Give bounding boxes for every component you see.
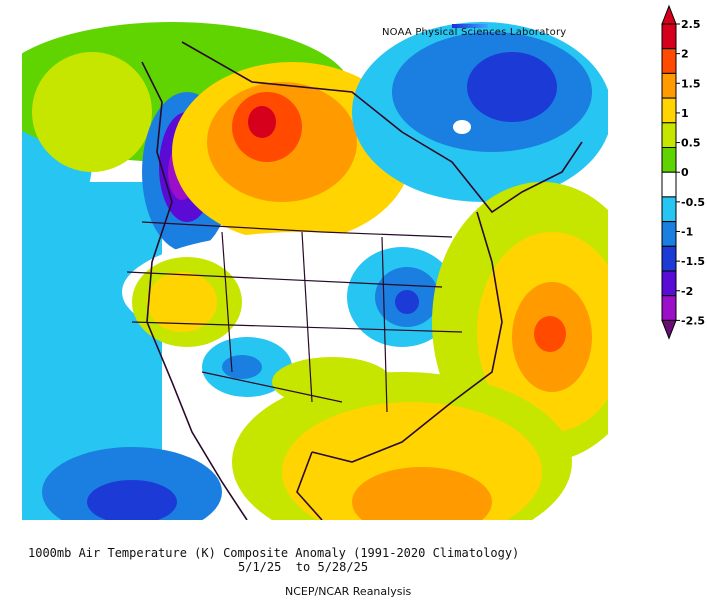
colorbar-label: 1 <box>681 107 689 120</box>
colorbar-swatch <box>661 270 677 297</box>
colorbar-label: -2 <box>681 285 693 298</box>
colorbar-swatch <box>661 122 677 149</box>
colorbar-swatch <box>661 295 677 321</box>
rockies-warm-core <box>147 272 217 332</box>
anomaly-map <box>22 22 608 520</box>
political-borders <box>126 221 463 413</box>
colorbar-label: -1 <box>681 225 693 238</box>
caption-dates: 5/1/25 to 5/28/25 <box>238 560 369 574</box>
colorbar-top-arrow <box>661 4 677 25</box>
colorbar-swatch <box>661 48 677 74</box>
gulf-warm-core <box>352 467 492 520</box>
colorbar: 2.5 2 1.5 1 0.5 0 -0.5 -1 -1.5 -2 -2.5 <box>661 4 705 340</box>
colorbar-swatch <box>661 221 677 247</box>
coastlines <box>141 41 583 520</box>
alaska-warm-region <box>32 52 152 172</box>
pacific-south-strong-cool <box>87 480 177 520</box>
ne-canada-white-spot <box>453 120 471 134</box>
map-credit: NOAA Physical Sciences Laboratory <box>382 27 567 38</box>
colorbar-label: 1.5 <box>681 77 701 90</box>
colorbar-label: 2 <box>681 48 689 61</box>
noaa-logo-bar <box>452 24 488 28</box>
atlantic-hot-core <box>534 316 566 352</box>
colorbar-swatch <box>661 72 677 99</box>
colorbar-label: -2.5 <box>681 314 705 327</box>
colorbar-swatch <box>661 23 677 50</box>
colorbar-label: -1.5 <box>681 255 705 268</box>
colorbar-label: 0.5 <box>681 137 701 150</box>
ne-canada-cold-core <box>467 52 557 122</box>
colorbar-label: 2.5 <box>681 18 701 31</box>
colorbar-label: 0 <box>681 166 689 179</box>
colorbar-swatch <box>661 245 677 272</box>
colorbar-swatch <box>661 147 677 173</box>
south-us-warm <box>272 357 392 407</box>
colorbar-label: -0.5 <box>681 196 705 209</box>
anomaly-field <box>22 22 608 520</box>
midwest-cold-core <box>395 290 419 314</box>
colorbar-swatch <box>661 97 677 124</box>
colorbar-swatch <box>661 171 677 198</box>
colorbar-swatch <box>661 196 677 223</box>
caption-title: 1000mb Air Temperature (K) Composite Ano… <box>28 546 520 560</box>
caption-source: NCEP/NCAR Reanalysis <box>285 585 412 598</box>
colorbar-bottom-arrow <box>661 319 677 340</box>
canada-hottest-core <box>248 106 276 138</box>
southwest-cool-core <box>222 355 262 379</box>
